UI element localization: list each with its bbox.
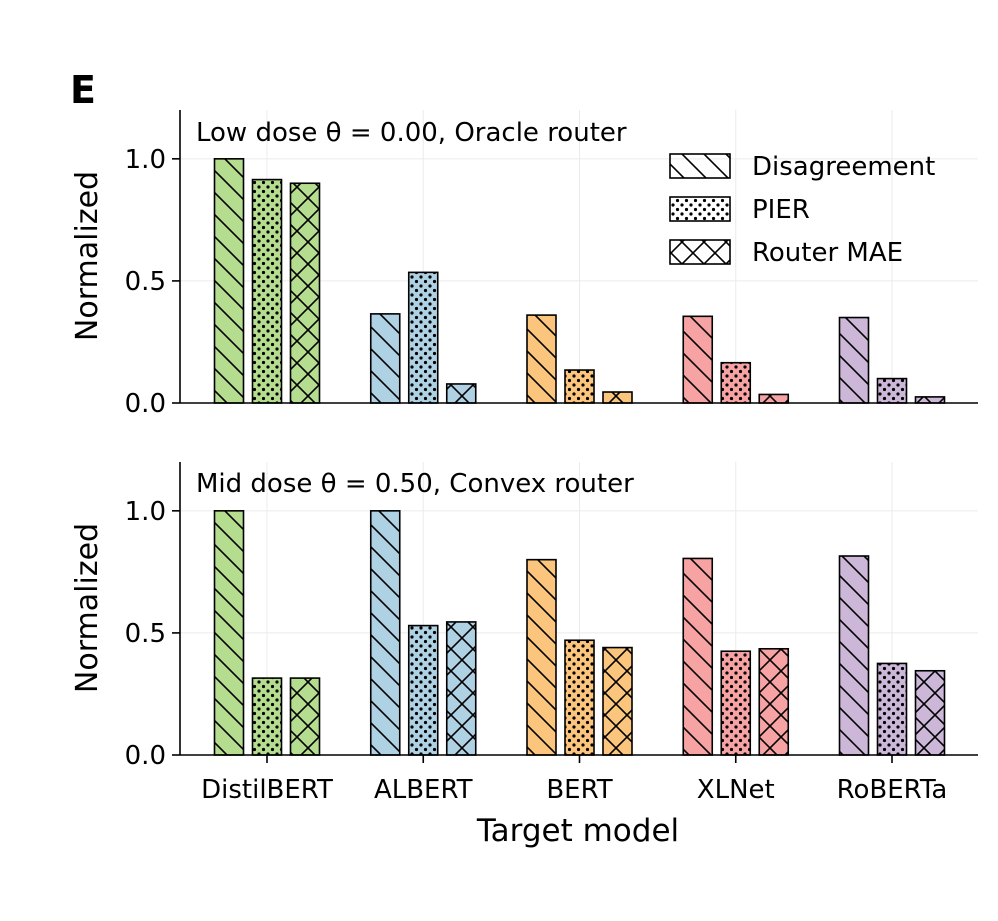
bar-roberta-disagreement: [838, 316, 870, 404]
legend-item-disagreement: Disagreement: [669, 152, 935, 182]
bar-xlnet-disagreement: [682, 557, 714, 756]
bar-roberta-disagreement: [838, 555, 870, 756]
bar-albert-disagreement: [369, 313, 401, 404]
y-tick-label: 0.0: [125, 741, 166, 771]
legend-label-router-mae: Router MAE: [752, 238, 903, 268]
x-tick-label-xlnet: XLNet: [697, 775, 775, 805]
bar-albert-pier: [407, 271, 439, 404]
bar-xlnet-pier: [720, 650, 752, 756]
bar-albert-disagreement: [369, 510, 401, 756]
bar-xlnet-router-mae: [758, 647, 790, 756]
x-tick-label-distilbert: DistilBERT: [201, 775, 333, 805]
y-tick-label: 1.0: [125, 145, 166, 175]
bar-bert-router-mae: [602, 391, 633, 404]
bar-albert-router-mae: [445, 383, 477, 404]
y-tick-label: 0.0: [125, 389, 166, 419]
bar-xlnet-pier: [720, 361, 752, 404]
bar-roberta-router-mae: [914, 669, 946, 756]
panel-title: Low dose θ = 0.00, Oracle router: [196, 118, 627, 148]
y-tick-label: 0.5: [125, 267, 166, 297]
legend-swatch-router-mae: [669, 239, 731, 265]
bar-distilbert-disagreement: [213, 158, 245, 404]
y-tick-label: 0.5: [125, 619, 166, 649]
bar-roberta-pier: [876, 377, 908, 404]
bar-roberta-router-mae: [914, 396, 946, 404]
chart-panel-mid-dose: 0.0 0.5 1.0 DistilBERT ALBERT BERT XLNet RoBER…: [70, 462, 978, 805]
bar-xlnet-disagreement: [682, 315, 714, 404]
bar-distilbert-router-mae: [289, 182, 321, 404]
legend-label-disagreement: Disagreement: [752, 152, 935, 182]
bar-albert-pier: [407, 624, 439, 756]
x-tick-label-albert: ALBERT: [374, 775, 473, 805]
bar-bert-router-mae: [602, 646, 633, 756]
bar-roberta-pier: [876, 662, 908, 756]
bar-bert-disagreement: [526, 314, 557, 404]
bar-bert-pier: [564, 369, 595, 404]
panel-title: Mid dose θ = 0.50, Convex router: [196, 469, 634, 499]
legend-label-pier: PIER: [752, 195, 810, 225]
y-axis-label: Normalized: [70, 523, 105, 693]
x-axis-label: Target model: [476, 813, 679, 849]
y-axis-label: Normalized: [70, 171, 105, 341]
bar-distilbert-pier: [251, 677, 283, 756]
bar-albert-router-mae: [445, 621, 477, 756]
legend-item-pier: PIER: [669, 195, 810, 225]
legend: Disagreement PIER Router MAE: [669, 152, 935, 268]
legend-swatch-disagreement: [669, 153, 731, 179]
bar-bert-disagreement: [526, 558, 557, 756]
panel-label: E: [70, 68, 96, 112]
y-tick-label: 1.0: [125, 497, 166, 527]
chart-panel-low-dose: 0.0 0.5 1.0 Low dose θ = 0.00, Oracle rout…: [70, 110, 978, 419]
bar-distilbert-pier: [251, 178, 283, 404]
legend-item-router-mae: Router MAE: [669, 238, 903, 268]
x-tick-label-bert: BERT: [546, 775, 612, 805]
bar-bert-pier: [564, 639, 595, 756]
bar-distilbert-disagreement: [213, 510, 245, 756]
bar-distilbert-router-mae: [289, 677, 321, 756]
legend-swatch-pier: [669, 196, 731, 222]
x-tick-label-roberta: RoBERTa: [837, 775, 948, 805]
bar-xlnet-router-mae: [758, 393, 790, 404]
